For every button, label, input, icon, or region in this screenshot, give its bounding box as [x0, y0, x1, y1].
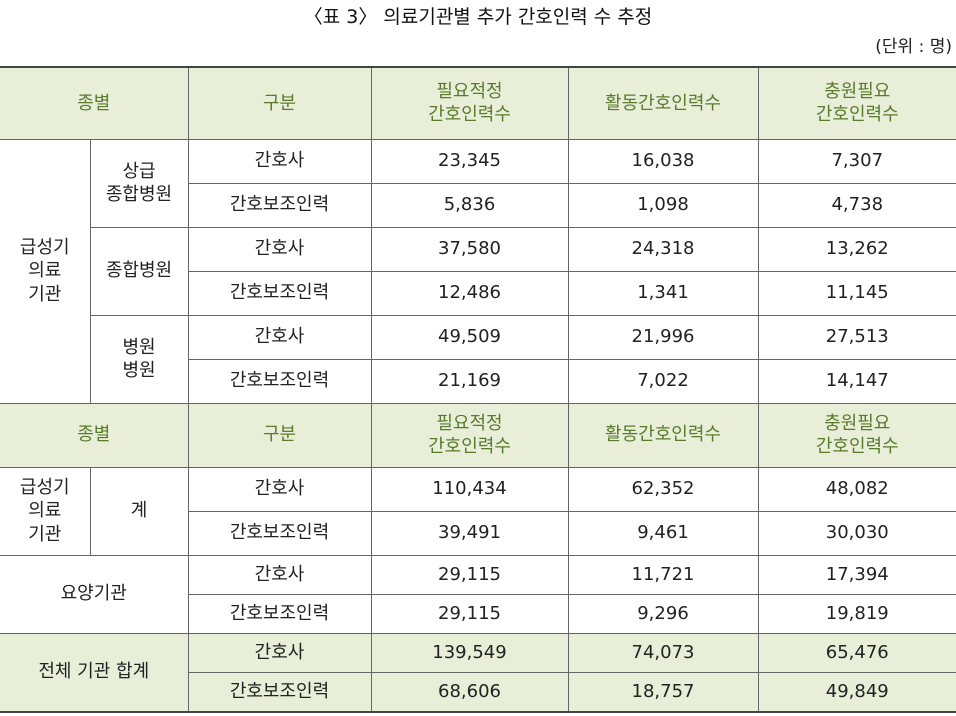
cell-required: 68,606 [370, 671, 569, 712]
header-category: 구분 [187, 66, 372, 140]
table-row: 급성기 의료 기관 상급 종합병원 간호사 23,345 16,038 7,30… [0, 138, 956, 404]
cell-active: 18,757 [567, 671, 759, 712]
table-row: 병원 병원 간호사 49,509 21,996 27,513 [0, 314, 956, 404]
cell-active: 1,098 [567, 182, 759, 228]
cell-required: 49,509 [370, 314, 569, 360]
header-category: 구분 [187, 402, 372, 468]
cell-shortage: 65,476 [757, 632, 956, 673]
cell-required: 5,836 [370, 182, 569, 228]
cell-shortage: 27,513 [757, 314, 956, 360]
cell-active: 9,461 [567, 510, 759, 556]
table-row: 간호보조인력 68,606 18,757 49,849 [0, 671, 956, 712]
cell-shortage: 14,147 [757, 358, 956, 404]
row-label-nurse: 간호사 [187, 314, 372, 360]
cell-active: 74,073 [567, 632, 759, 673]
cell-shortage: 4,738 [757, 182, 956, 228]
cell-shortage: 30,030 [757, 510, 956, 556]
row-label-nurse: 간호사 [187, 226, 372, 272]
header-shortage: 충원필요 간호인력수 [757, 66, 956, 140]
header-required: 필요적정 간호인력수 [370, 402, 569, 468]
table-header-row: 종별 구분 필요적정 간호인력수 활동간호인력수 충원필요 간호인력수 [0, 66, 956, 140]
total-label: 전체 기관 합계 [0, 632, 189, 712]
header-type: 종별 [0, 66, 189, 140]
cell-active: 7,022 [567, 358, 759, 404]
general-label: 종합병원 [90, 226, 189, 316]
cell-active: 62,352 [567, 466, 759, 512]
cell-active: 9,296 [567, 593, 759, 634]
row-label-aide: 간호보조인력 [188, 358, 372, 404]
row-label-aide: 간호보조인력 [188, 182, 372, 228]
acute-label: 급성기 의료 기관 [0, 138, 91, 404]
table-row: 전체 기관 합계 간호사 139,549 74,073 65,476 [0, 632, 956, 712]
tertiary-label: 상급 종합병원 [89, 138, 189, 228]
cell-shortage: 11,145 [757, 270, 956, 316]
cell-active: 21,996 [567, 314, 759, 360]
hospital-label: 병원 병원 [90, 314, 189, 404]
cell-active: 11,721 [567, 554, 759, 595]
subtotal-label: 계 [89, 466, 189, 556]
cell-required: 29,115 [370, 593, 569, 634]
row-label-nurse: 간호사 [187, 138, 372, 184]
row-label-nurse: 간호사 [187, 632, 372, 673]
row-label-aide: 간호보조인력 [188, 270, 372, 316]
row-label-nurse: 간호사 [187, 466, 372, 512]
cell-required: 12,486 [370, 270, 569, 316]
cell-shortage: 19,819 [757, 593, 956, 634]
header-active: 활동간호인력수 [567, 66, 759, 140]
cell-active: 1,341 [567, 270, 759, 316]
cell-required: 29,115 [370, 554, 569, 595]
cell-shortage: 17,394 [757, 554, 956, 595]
cell-shortage: 49,849 [757, 671, 956, 712]
cell-required: 110,434 [370, 466, 569, 512]
row-label-aide: 간호보조인력 [188, 593, 372, 634]
table-title: 〈표 3〉 의료기관별 추가 간호인력 수 추정 [303, 6, 653, 28]
row-label-aide: 간호보조인력 [188, 671, 372, 712]
cell-active: 16,038 [567, 138, 759, 184]
table-row: 요양기관 간호사 29,115 11,721 17,394 [0, 554, 956, 634]
cell-shortage: 13,262 [757, 226, 956, 272]
header-required: 필요적정 간호인력수 [370, 66, 569, 140]
cell-active: 24,318 [567, 226, 759, 272]
header-active: 활동간호인력수 [567, 402, 759, 468]
table-row: 간호보조인력 39,491 9,461 30,030 [0, 510, 956, 556]
table-row: 간호보조인력 12,486 1,341 11,145 [0, 270, 956, 316]
cell-required: 39,491 [370, 510, 569, 556]
cell-required: 21,169 [370, 358, 569, 404]
header-type: 종별 [0, 402, 189, 468]
table-row: 종합병원 간호사 37,580 24,318 13,262 [0, 226, 956, 316]
nurse-staffing-table: 종별 구분 필요적정 간호인력수 활동간호인력수 충원필요 간호인력수 급성기 … [0, 66, 956, 713]
table-row: 급성기 의료 기관 계 간호사 110,434 62,352 48,082 [0, 466, 956, 556]
unit-label: (단위 : 명) [875, 37, 952, 57]
cell-shortage: 7,307 [757, 138, 956, 184]
cell-required: 37,580 [370, 226, 569, 272]
table-row: 간호보조인력 21,169 7,022 14,147 [0, 358, 956, 404]
row-label-aide: 간호보조인력 [188, 510, 372, 556]
acute-label: 급성기 의료 기관 [0, 466, 91, 556]
cell-required: 23,345 [370, 138, 569, 184]
row-label-nurse: 간호사 [187, 554, 372, 595]
header-shortage: 충원필요 간호인력수 [757, 402, 956, 468]
longterm-label: 요양기관 [0, 554, 189, 634]
cell-shortage: 48,082 [757, 466, 956, 512]
cell-required: 139,549 [370, 632, 569, 673]
table-header-row: 종별 구분 필요적정 간호인력수 활동간호인력수 충원필요 간호인력수 [0, 402, 956, 468]
table-row: 간호보조인력 29,115 9,296 19,819 [0, 593, 956, 634]
